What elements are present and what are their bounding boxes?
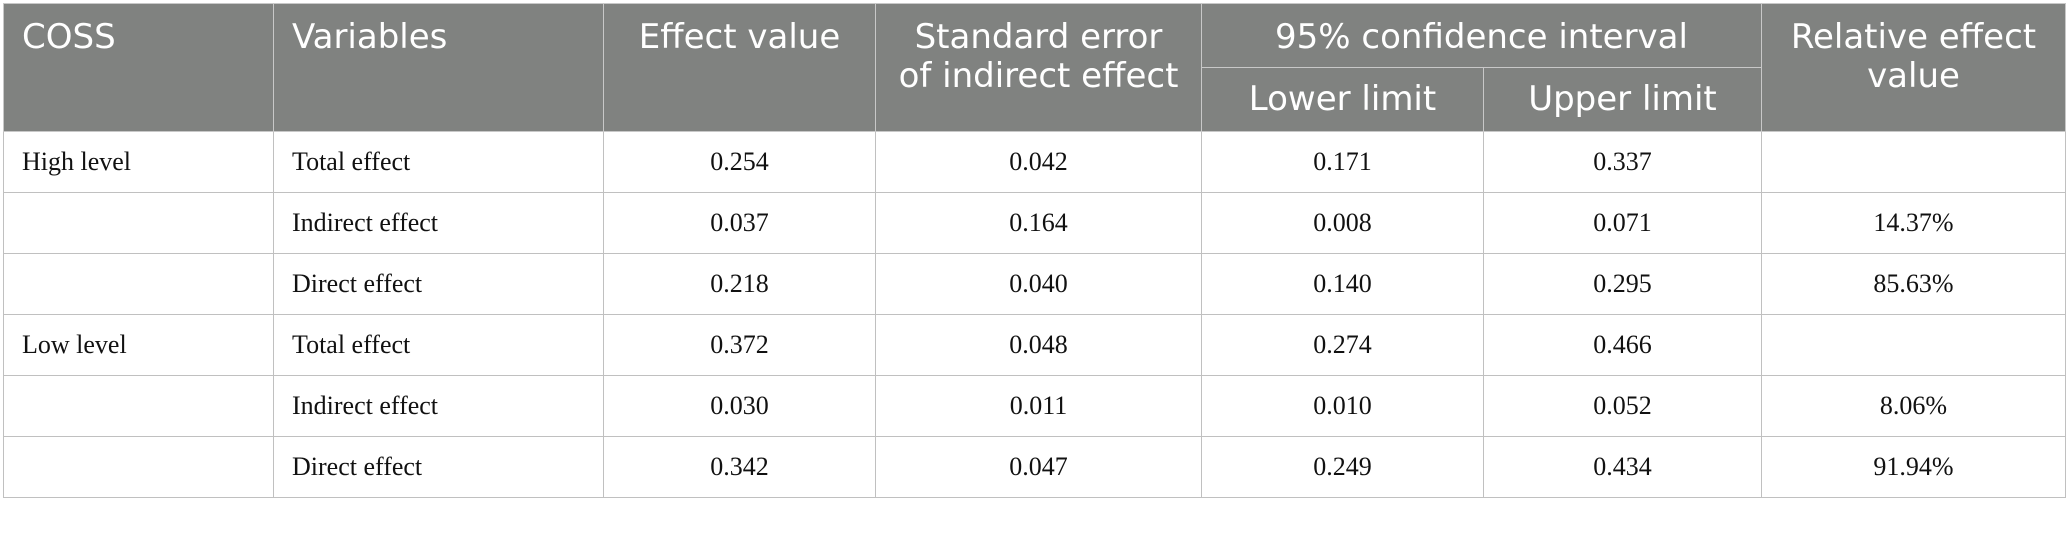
header-upper-limit: Upper limit — [1483, 67, 1762, 133]
cell-effect: 0.030 — [603, 375, 876, 438]
cell-upper: 0.466 — [1483, 314, 1762, 377]
cell-effect: 0.037 — [603, 192, 876, 255]
header-confidence-interval: 95% confidence interval — [1201, 2, 1762, 69]
cell-coss: Low level — [3, 314, 274, 377]
cell-effect: 0.254 — [603, 131, 876, 194]
header-relative-effect: Relative effect value — [1761, 2, 2066, 133]
header-standard-error: Standard error of indirect effect — [875, 2, 1202, 133]
cell-upper: 0.295 — [1483, 253, 1762, 316]
cell-upper: 0.052 — [1483, 375, 1762, 438]
cell-se: 0.042 — [875, 131, 1202, 194]
cell-se: 0.011 — [875, 375, 1202, 438]
header-coss: COSS — [3, 2, 274, 133]
table-row: Direct effect 0.218 0.040 0.140 0.295 85… — [3, 253, 2066, 316]
cell-coss: High level — [3, 131, 274, 194]
cell-variable: Total effect — [273, 314, 604, 377]
cell-variable: Indirect effect — [273, 192, 604, 255]
table-row: Indirect effect 0.037 0.164 0.008 0.071 … — [3, 192, 2066, 255]
cell-lower: 0.249 — [1201, 436, 1484, 499]
table-row: Low level Total effect 0.372 0.048 0.274… — [3, 314, 2066, 377]
table-row: Indirect effect 0.030 0.011 0.010 0.052 … — [3, 375, 2066, 438]
cell-lower: 0.274 — [1201, 314, 1484, 377]
table-row: High level Total effect 0.254 0.042 0.17… — [3, 131, 2066, 194]
cell-upper: 0.434 — [1483, 436, 1762, 499]
cell-relative: 8.06% — [1761, 375, 2066, 438]
cell-coss — [3, 436, 274, 499]
cell-effect: 0.218 — [603, 253, 876, 316]
cell-coss — [3, 253, 274, 316]
cell-relative: 14.37% — [1761, 192, 2066, 255]
cell-se: 0.040 — [875, 253, 1202, 316]
cell-relative: 85.63% — [1761, 253, 2066, 316]
mediation-effect-table: COSS Variables Effect value Standard err… — [3, 2, 2066, 499]
table-body: High level Total effect 0.254 0.042 0.17… — [3, 131, 2066, 499]
cell-upper: 0.337 — [1483, 131, 1762, 194]
cell-lower: 0.171 — [1201, 131, 1484, 194]
cell-lower: 0.010 — [1201, 375, 1484, 438]
cell-variable: Direct effect — [273, 253, 604, 316]
cell-variable: Indirect effect — [273, 375, 604, 438]
header-subrow: Lower limit Upper limit — [4, 67, 2066, 133]
cell-relative: 91.94% — [1761, 436, 2066, 499]
table-container: COSS Variables Effect value Standard err… — [3, 2, 2066, 499]
cell-coss — [3, 192, 274, 255]
cell-coss — [3, 375, 274, 438]
header-row: COSS Variables Effect value Standard err… — [3, 2, 2066, 133]
table-header: COSS Variables Effect value Standard err… — [3, 2, 2066, 133]
cell-lower: 0.008 — [1201, 192, 1484, 255]
cell-se: 0.047 — [875, 436, 1202, 499]
cell-effect: 0.372 — [603, 314, 876, 377]
cell-effect: 0.342 — [603, 436, 876, 499]
cell-upper: 0.071 — [1483, 192, 1762, 255]
cell-relative — [1761, 314, 2066, 377]
header-variables: Variables — [273, 2, 604, 133]
cell-se: 0.164 — [875, 192, 1202, 255]
cell-variable: Total effect — [273, 131, 604, 194]
table-row: Direct effect 0.342 0.047 0.249 0.434 91… — [3, 436, 2066, 499]
cell-se: 0.048 — [875, 314, 1202, 377]
cell-variable: Direct effect — [273, 436, 604, 499]
header-effect-value: Effect value — [603, 2, 876, 133]
cell-lower: 0.140 — [1201, 253, 1484, 316]
cell-relative — [1761, 131, 2066, 194]
header-lower-limit: Lower limit — [1201, 67, 1484, 133]
